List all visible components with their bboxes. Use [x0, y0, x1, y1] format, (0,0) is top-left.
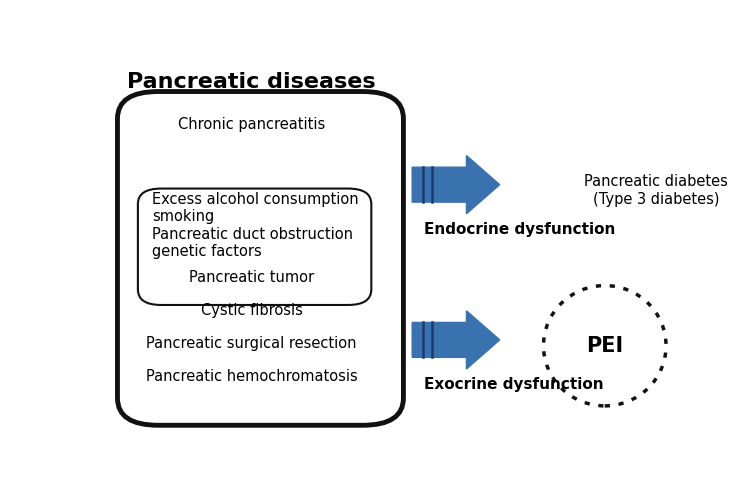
Text: Pancreatic tumor: Pancreatic tumor [189, 270, 314, 285]
FancyBboxPatch shape [117, 92, 404, 425]
Polygon shape [412, 311, 500, 369]
FancyBboxPatch shape [138, 188, 371, 305]
Text: Pancreatic surgical resection: Pancreatic surgical resection [146, 336, 357, 351]
Text: Pancreatic diseases: Pancreatic diseases [127, 72, 376, 92]
Text: Pancreatic diabetes
(Type 3 diabetes): Pancreatic diabetes (Type 3 diabetes) [584, 174, 728, 207]
Text: Excess alcohol consumption
smoking
Pancreatic duct obstruction
genetic factors: Excess alcohol consumption smoking Pancr… [152, 192, 359, 259]
Polygon shape [412, 156, 500, 214]
Text: Exocrine dysfunction: Exocrine dysfunction [424, 377, 603, 392]
Text: Endocrine dysfunction: Endocrine dysfunction [424, 222, 615, 237]
Text: PEI: PEI [586, 336, 623, 356]
Text: Chronic pancreatitis: Chronic pancreatitis [178, 117, 325, 132]
Ellipse shape [544, 286, 666, 406]
Text: Cystic fibrosis: Cystic fibrosis [201, 303, 303, 319]
Text: Pancreatic hemochromatosis: Pancreatic hemochromatosis [146, 369, 358, 384]
